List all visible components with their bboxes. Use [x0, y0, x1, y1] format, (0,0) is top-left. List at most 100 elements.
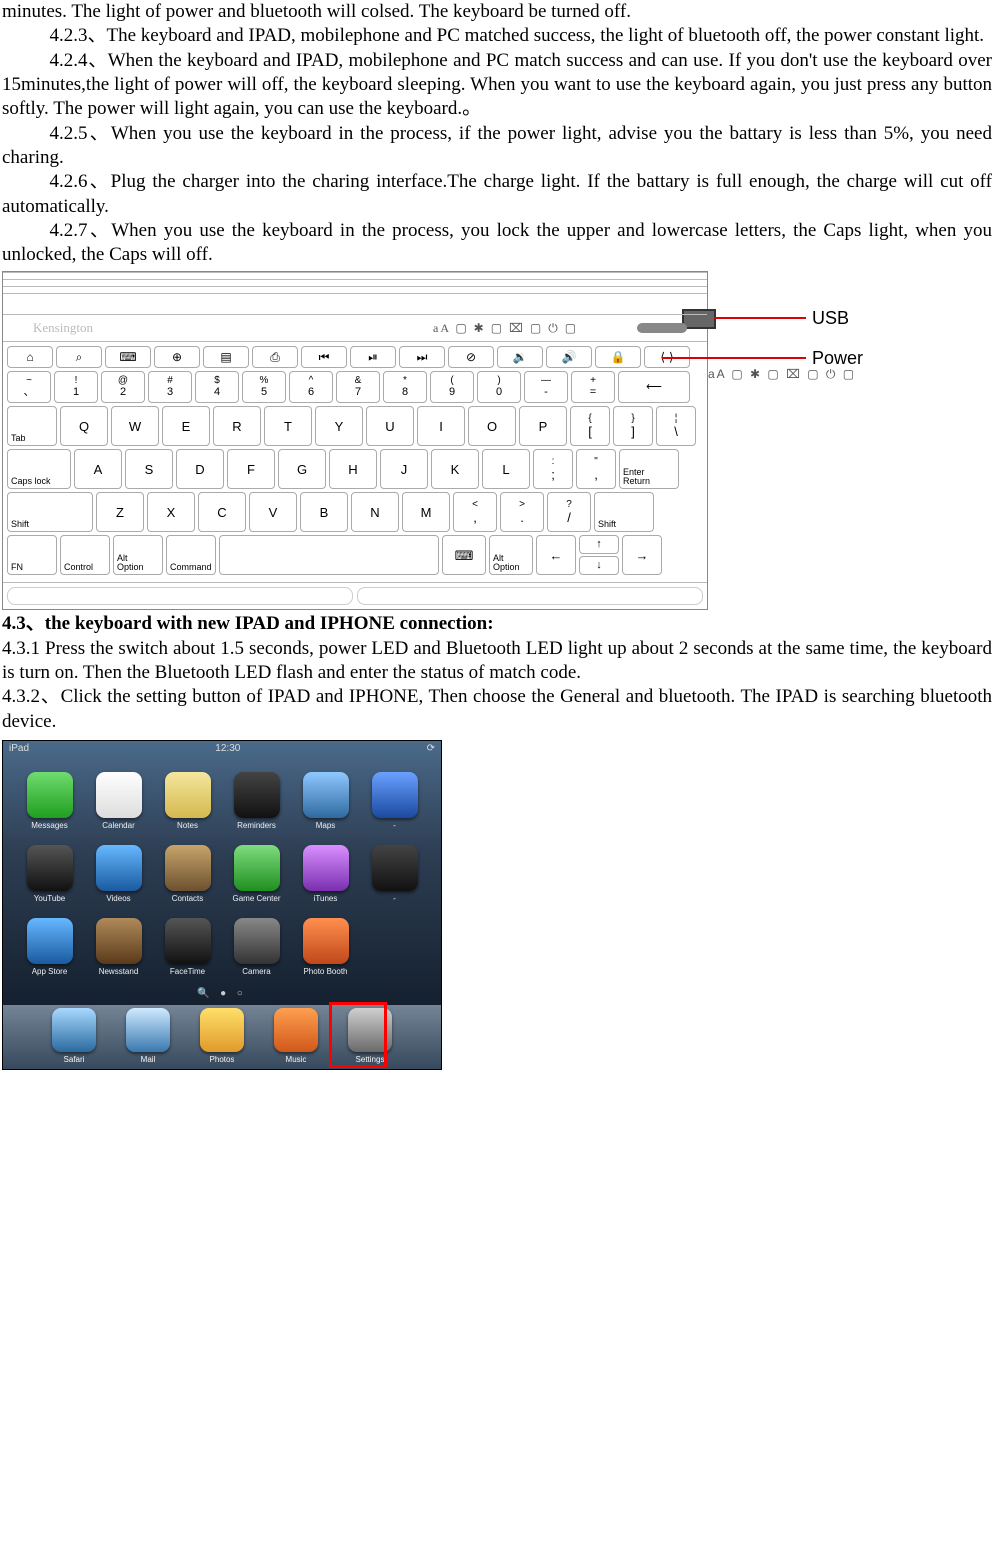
key: ~、 — [7, 371, 51, 403]
key: C — [198, 492, 246, 532]
key: %5 — [242, 371, 286, 403]
key: ⊘ — [448, 346, 494, 368]
key: >. — [500, 492, 544, 532]
key: AltOption — [113, 535, 163, 575]
key: <, — [453, 492, 497, 532]
key: += — [571, 371, 615, 403]
key: → — [622, 535, 662, 575]
key: ⊕ — [154, 346, 200, 368]
app-icon-safari: Safari — [52, 1008, 96, 1065]
app-icon-photo-booth: Photo Booth — [295, 918, 356, 977]
key: B — [300, 492, 348, 532]
key: J — [380, 449, 428, 489]
key: ↑ — [579, 535, 619, 554]
key: E — [162, 406, 210, 446]
keyboard-diagram: USB Power aA ▢ ✱ ▢ ⌧ ▢ ⏻ ▢ Kensington aA… — [2, 271, 862, 610]
key: #3 — [148, 371, 192, 403]
key: ↓ — [579, 556, 619, 575]
key: {[ — [570, 406, 610, 446]
power-callout-line — [662, 357, 806, 359]
key: ▤ — [203, 346, 249, 368]
key: G — [278, 449, 326, 489]
app-icon-contacts: Contacts — [157, 845, 218, 904]
key: M — [402, 492, 450, 532]
key: O — [468, 406, 516, 446]
key: $4 — [195, 371, 239, 403]
key: V — [249, 492, 297, 532]
key: H — [329, 449, 377, 489]
key: ← — [536, 535, 576, 575]
key: EnterReturn — [619, 449, 679, 489]
app-icon-itunes: iTunes — [295, 845, 356, 904]
ipad-screenshot: iPad 12:30 ⟳ MessagesCalendarNotesRemind… — [2, 740, 442, 1070]
ipad-status-time: 12:30 — [215, 743, 240, 756]
app-icon-settings: Settings — [348, 1008, 392, 1065]
key: &7 — [336, 371, 380, 403]
key: N — [351, 492, 399, 532]
ipad-status-right: ⟳ — [427, 743, 435, 756]
app-icon-videos: Videos — [88, 845, 149, 904]
key — [219, 535, 439, 575]
key: }] — [613, 406, 653, 446]
key: 🔉 — [497, 346, 543, 368]
key: !1 — [54, 371, 98, 403]
app-icon-youtube: YouTube — [19, 845, 80, 904]
app-icon-music: Music — [274, 1008, 318, 1065]
key: Z — [96, 492, 144, 532]
key: ", — [576, 449, 616, 489]
key: @2 — [101, 371, 145, 403]
app-icon-newsstand: Newsstand — [88, 918, 149, 977]
power-switch — [637, 323, 687, 333]
key: Control — [60, 535, 110, 575]
key: U — [366, 406, 414, 446]
key: ⌨ — [105, 346, 151, 368]
heading-43: 4.3、the keyboard with new IPAD and IPHON… — [2, 612, 992, 636]
key: I — [417, 406, 465, 446]
key: )0 — [477, 371, 521, 403]
key: Shift — [594, 492, 654, 532]
para-427: 4.2.7、When you use the keyboard in the p… — [2, 219, 992, 268]
key: X — [147, 492, 195, 532]
key: F — [227, 449, 275, 489]
app-icon-maps: Maps — [295, 772, 356, 831]
app-icon--: - — [364, 772, 425, 831]
key: Y — [315, 406, 363, 446]
key: *8 — [383, 371, 427, 403]
para-432: 4.3.2、Click the setting button of IPAD a… — [2, 685, 992, 734]
key: 🔊 — [546, 346, 592, 368]
status-overlay-dup: aA ▢ ✱ ▢ ⌧ ▢ ⏻ ▢ — [708, 367, 856, 382]
key: P — [519, 406, 567, 446]
para-421-cont: minutes. The light of power and bluetoot… — [2, 0, 992, 24]
key: Caps lock — [7, 449, 71, 489]
para-425: 4.2.5、When you use the keyboard in the p… — [2, 122, 992, 171]
para-426: 4.2.6、Plug the charger into the charing … — [2, 170, 992, 219]
key: K — [431, 449, 479, 489]
usb-callout-line — [714, 317, 806, 319]
key: S — [125, 449, 173, 489]
key: Q — [60, 406, 108, 446]
key: 🔒 — [595, 346, 641, 368]
status-indicators: aA ▢ ✱ ▢ ⌧ ▢ ⏻ ▢ — [433, 321, 578, 336]
key: ⏮ — [301, 346, 347, 368]
key: :; — [533, 449, 573, 489]
app-icon-photos: Photos — [200, 1008, 244, 1065]
page-dots: 🔍 ● ○ — [3, 988, 441, 1001]
app-icon-facetime: FaceTime — [157, 918, 218, 977]
key: Command — [166, 535, 216, 575]
para-431: 4.3.1 Press the switch about 1.5 seconds… — [2, 637, 992, 686]
key: ⎙ — [252, 346, 298, 368]
key: Tab — [7, 406, 57, 446]
key: FN — [7, 535, 57, 575]
key: Shift — [7, 492, 93, 532]
key: A — [74, 449, 122, 489]
key: ⏯ — [350, 346, 396, 368]
key: ⌨ — [442, 535, 486, 575]
ipad-status-left: iPad — [9, 743, 29, 756]
key: ⌕ — [56, 346, 102, 368]
usb-label: USB — [812, 307, 849, 330]
key: —- — [524, 371, 568, 403]
key: R — [213, 406, 261, 446]
key: ¦\ — [656, 406, 696, 446]
key: D — [176, 449, 224, 489]
para-423: 4.2.3、The keyboard and IPAD, mobilephone… — [2, 24, 992, 48]
